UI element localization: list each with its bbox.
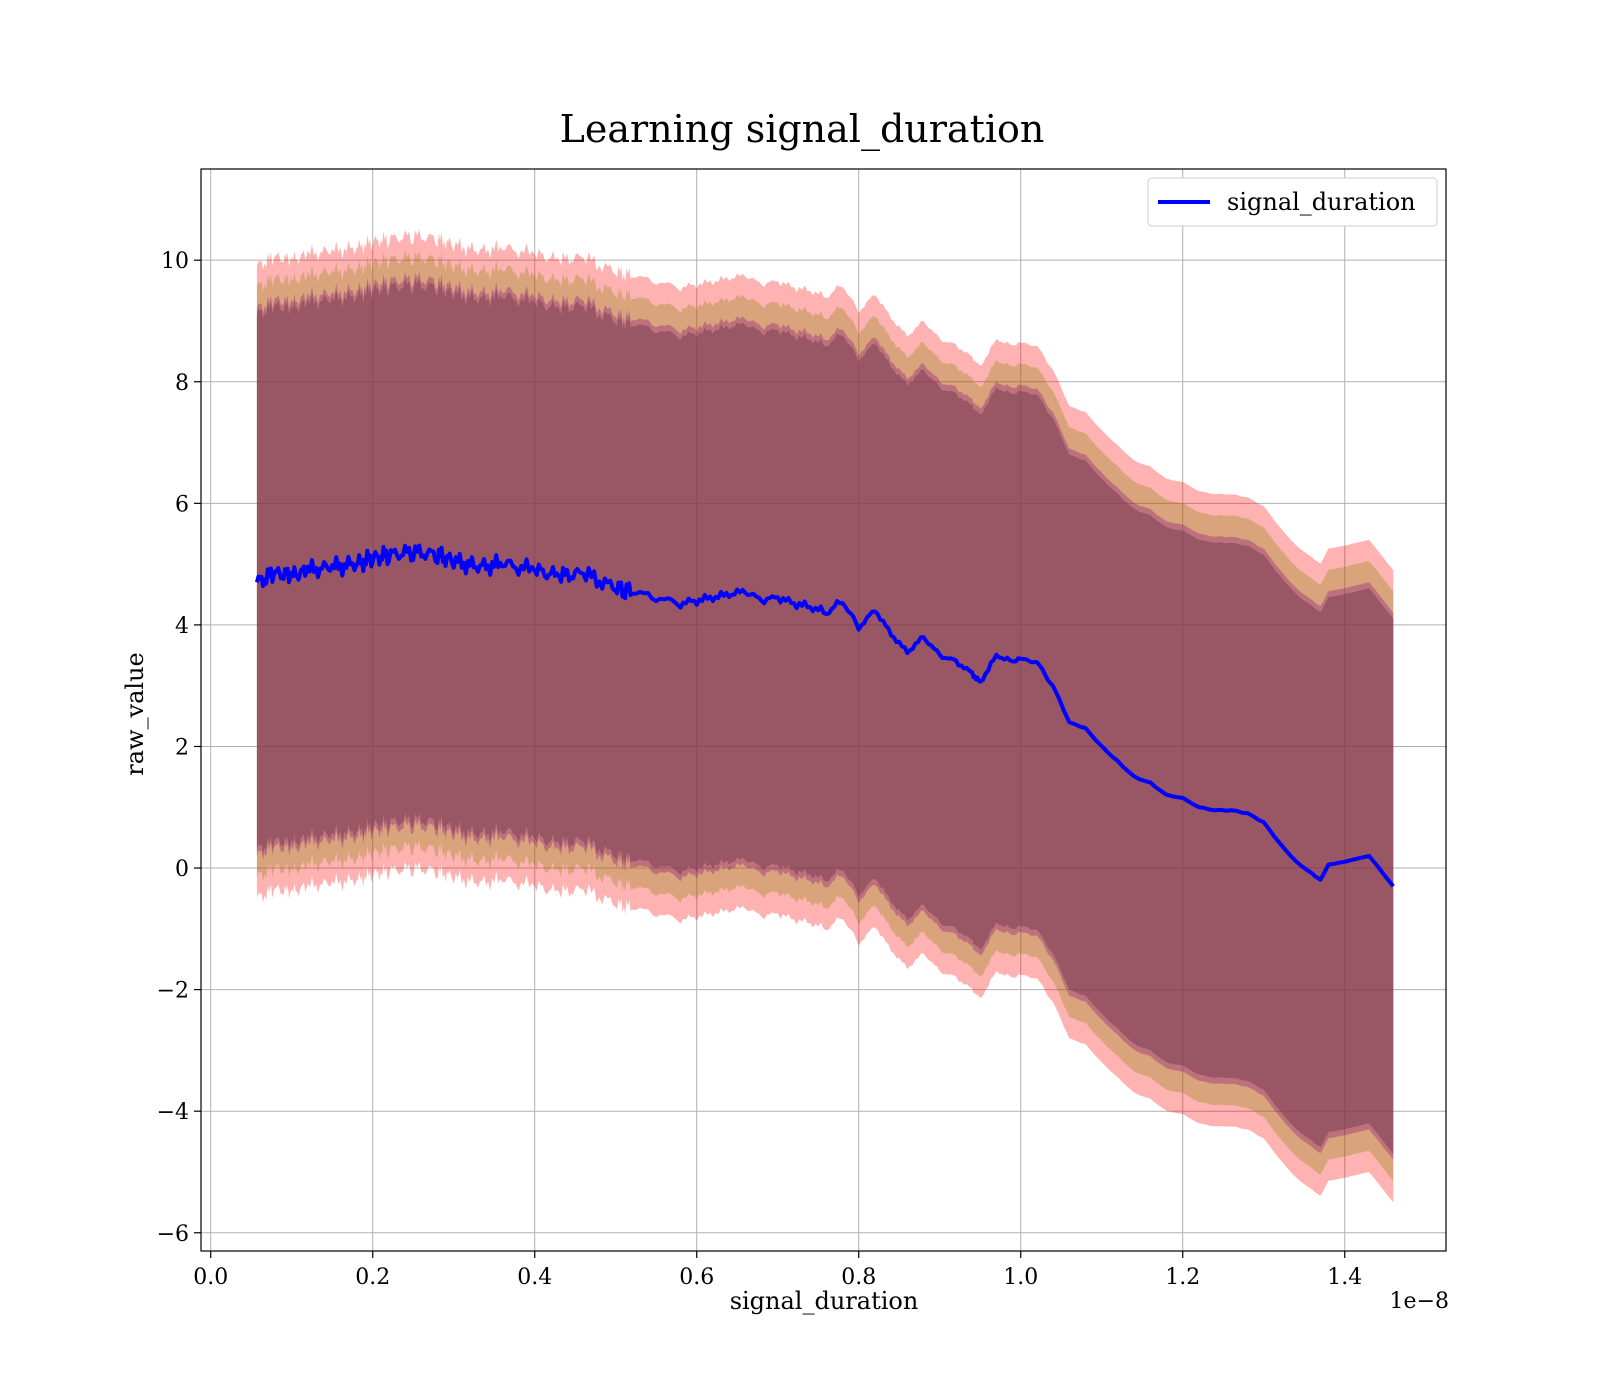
x-tick-label: 0.8 bbox=[841, 1265, 876, 1290]
y-tick-label: 8 bbox=[175, 371, 189, 396]
chart-title: Learning signal_duration bbox=[560, 107, 1045, 152]
y-tick-label: 0 bbox=[175, 857, 189, 882]
series-line-signal-duration bbox=[254, 543, 1395, 888]
y-tick-label: 2 bbox=[175, 735, 189, 760]
x-axis-ticks: 0.0 0.2 0.4 0.6 0.8 1.0 1.2 1.4 bbox=[193, 1251, 1362, 1290]
confidence-bands bbox=[256, 229, 1394, 1203]
core-band bbox=[256, 278, 1394, 1154]
y-axis-ticks: −6 −4 −2 0 2 4 6 8 10 bbox=[157, 249, 201, 1247]
x-tick-label: 0.2 bbox=[355, 1265, 390, 1290]
x-tick-label: 0.4 bbox=[517, 1265, 552, 1290]
y-tick-label: 4 bbox=[175, 614, 189, 639]
legend-label: signal_duration bbox=[1227, 188, 1416, 216]
x-tick-label: 1.2 bbox=[1165, 1265, 1200, 1290]
x-tick-label: 1.0 bbox=[1003, 1265, 1038, 1290]
legend-box bbox=[1147, 177, 1438, 227]
legend: signal_duration bbox=[1147, 177, 1438, 227]
y-tick-label: −4 bbox=[157, 1100, 189, 1125]
y-tick-label: 6 bbox=[175, 492, 189, 517]
x-axis-scale-factor: 1e−8 bbox=[1390, 1289, 1449, 1314]
x-tick-label: 0.6 bbox=[679, 1265, 714, 1290]
x-tick-label: 0.0 bbox=[193, 1265, 228, 1290]
y-tick-label: −2 bbox=[157, 979, 189, 1004]
y-tick-label: −6 bbox=[157, 1222, 189, 1247]
y-tick-label: 10 bbox=[161, 249, 189, 274]
y-axis-label: raw_value bbox=[121, 652, 149, 776]
x-tick-label: 1.4 bbox=[1327, 1265, 1362, 1290]
series-lines bbox=[254, 543, 1395, 888]
x-axis-label: signal_duration bbox=[730, 1287, 919, 1315]
plot-frame bbox=[200, 168, 1447, 1252]
